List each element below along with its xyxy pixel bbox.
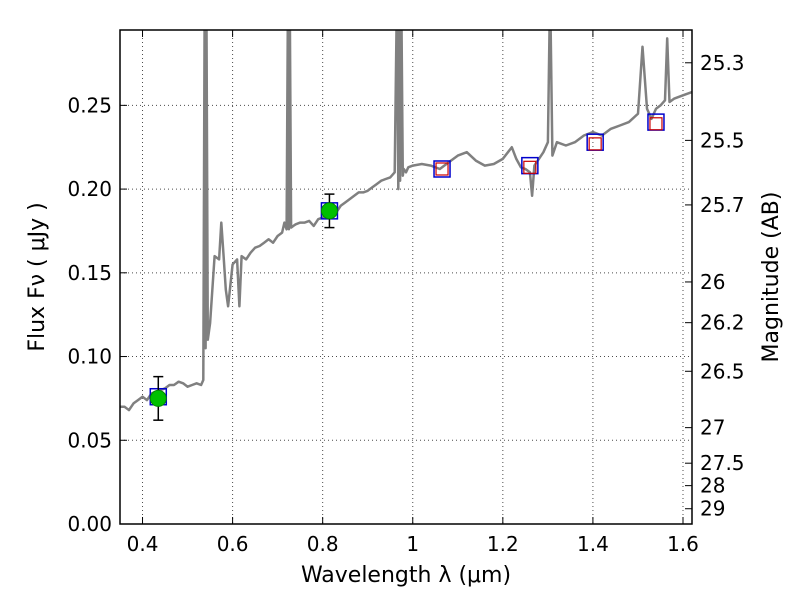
x-tick-label: 0.4	[127, 532, 159, 556]
y-tick-label: 0.10	[67, 345, 112, 369]
ticks-layer: 0.4 0.6 0.8 1 1.2 1.4 1.6 0.00 0.05 0.10 0.15 0.20 0…	[67, 30, 745, 556]
detection-point	[320, 202, 338, 220]
y-axis-label: Flux Fν ( μJy )	[25, 202, 50, 351]
x-tick-label: 1	[406, 532, 419, 556]
model-flux-box	[433, 160, 451, 178]
points-layer	[149, 113, 665, 421]
y-right-axis-label: Magnitude (AB)	[759, 192, 784, 363]
plot-frame	[119, 29, 693, 525]
mag-tick-label: 25.3	[700, 51, 745, 75]
mag-tick-label: 28	[700, 474, 725, 498]
mag-tick-label: 25.7	[700, 193, 745, 217]
y-tick-label: 0.00	[67, 512, 112, 536]
x-tick-label: 1.6	[667, 532, 699, 556]
mag-tick-label: 27	[700, 416, 725, 440]
y-tick-label: 0.15	[67, 261, 112, 285]
x-axis-label: Wavelength λ (μm)	[301, 563, 511, 588]
upper-limit-box	[523, 160, 537, 174]
y-tick-label: 0.25	[67, 93, 112, 117]
mag-tick-label: 26	[700, 270, 725, 294]
y-tick-label: 0.05	[67, 428, 112, 452]
x-tick-label: 0.8	[307, 532, 339, 556]
spectrum-layer	[120, 30, 692, 412]
mag-tick-label: 26.5	[700, 359, 745, 383]
x-tick-label: 1.2	[487, 532, 519, 556]
spectrum-line	[120, 30, 692, 412]
upper-limit-box	[649, 117, 663, 131]
mag-tick-label: 26.2	[700, 311, 745, 335]
upper-limit-box	[588, 137, 602, 151]
upper-limit-box	[435, 162, 449, 176]
x-tick-label: 0.6	[217, 532, 249, 556]
detection-point	[149, 389, 167, 407]
y-tick-label: 0.20	[67, 177, 112, 201]
mag-tick-label: 25.5	[700, 128, 745, 152]
mag-tick-label: 27.5	[700, 451, 745, 475]
x-tick-label: 1.4	[577, 532, 609, 556]
mag-tick-label: 29	[700, 497, 725, 521]
